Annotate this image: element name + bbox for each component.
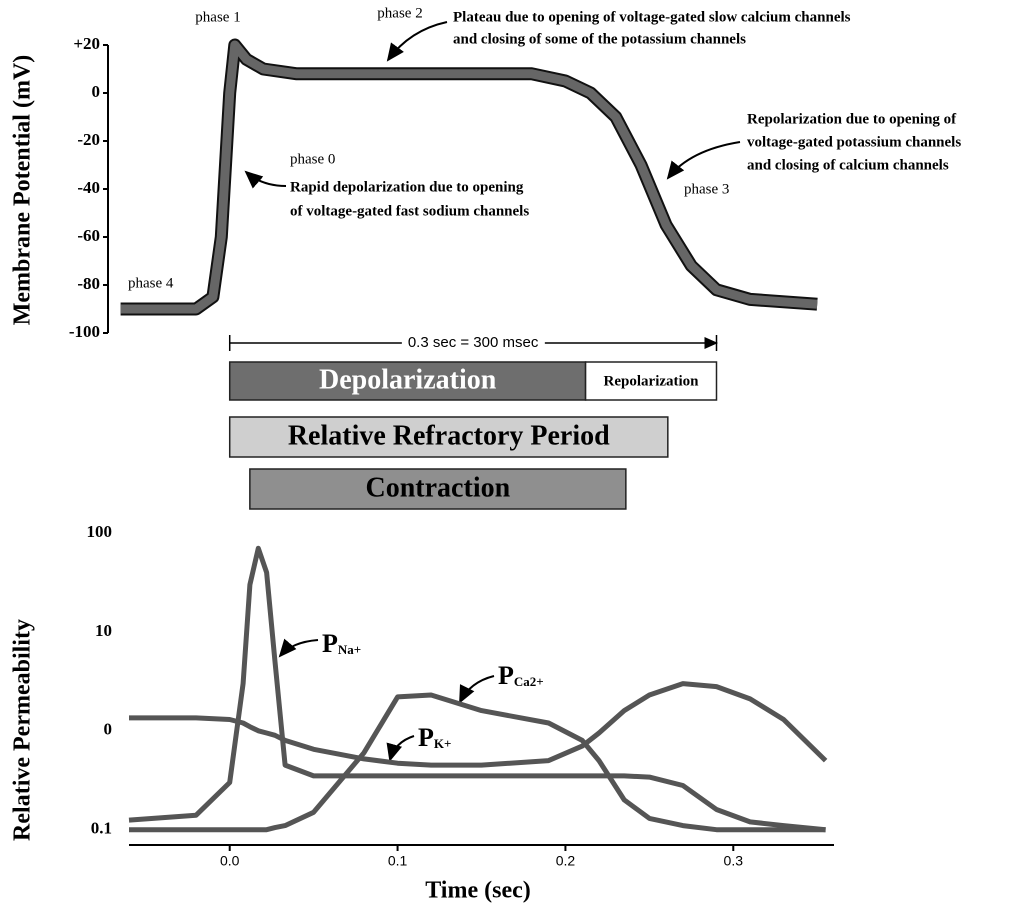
y-axis-label: Membrane Potential (mV) [10,55,36,326]
series-label: PNa+ [322,629,361,658]
arrow [459,675,495,704]
bar [249,468,627,510]
bar-label: Relative Refractory Period [288,420,610,451]
permeability-curve [129,692,826,833]
membrane-curve [120,40,818,314]
permeability-curve [129,681,828,768]
annotation: phase 1 [195,9,240,25]
x-tick-label: 0.2 [556,853,576,869]
permeability-curve [128,545,826,833]
y-tick-label: 100 [87,522,113,541]
series-label: PCa2+ [498,661,544,690]
x-tick-label: 0.0 [220,853,240,869]
arrow [386,735,415,762]
bar-label: Depolarization [319,364,497,395]
bar [228,416,669,458]
annotation: and closing of some of the potassium cha… [453,31,746,47]
y-axis-label: Relative Permeability [10,619,36,841]
y-tick-label: 10 [95,621,112,640]
bar-label: Repolarization [604,373,700,389]
label-bg [401,333,545,351]
y-tick-label: 0 [92,82,101,101]
x-axis-label: Time (sec) [425,878,531,904]
y-tick-label: 0.1 [91,819,112,838]
y-tick-label: -20 [77,130,100,149]
annotation: Plateau due to opening of voltage-gated … [453,9,851,25]
annotation: Repolarization due to opening of [747,111,957,127]
annotation: phase 0 [290,151,335,167]
y-tick-label: -100 [69,322,100,341]
arrow [244,170,287,189]
annotation: phase 2 [377,5,422,21]
x-tick-label: 0.3 [724,853,744,869]
annotation: Rapid depolarization due to opening [290,179,524,195]
bar [584,361,718,401]
bracket-label: 0.3 sec = 300 msec [408,334,539,351]
arrow [278,638,319,658]
y-tick-label: -80 [77,274,100,293]
annotation: and closing of calcium channels [747,157,949,173]
annotation: phase 3 [684,181,729,197]
annotation: voltage-gated potassium channels [747,134,961,150]
y-tick-label: 0 [104,720,113,739]
annotation: phase 4 [128,275,174,291]
series-label: PK+ [418,723,451,752]
bar-label: Contraction [366,472,511,503]
x-tick-label: 0.1 [388,853,408,869]
arrow [386,21,448,62]
y-tick-label: +20 [73,34,100,53]
arrow [666,141,741,180]
y-tick-label: -60 [77,226,100,245]
y-tick-label: -40 [77,178,100,197]
annotation: of voltage-gated fast sodium channels [290,203,529,219]
